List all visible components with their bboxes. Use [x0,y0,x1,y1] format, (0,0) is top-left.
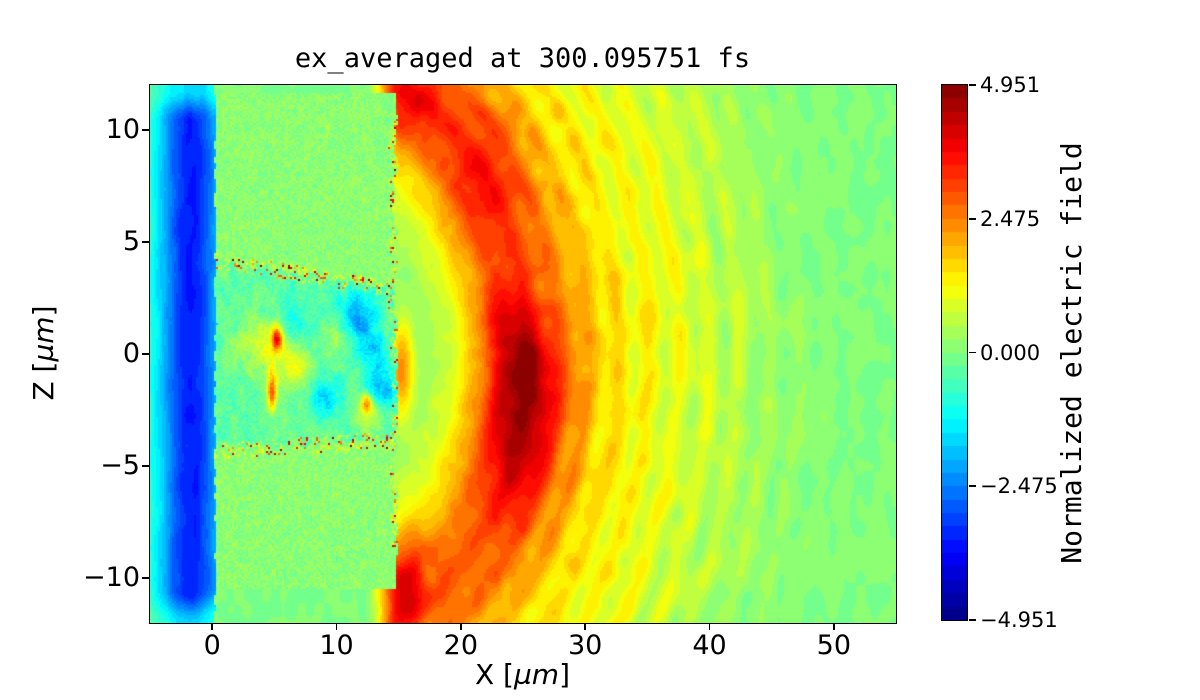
x-label-post: ] [559,658,571,691]
y-tick-label: −5 [100,450,140,482]
y-label-unit: µm [27,316,60,362]
y-axis-label: Z [µm] [27,203,60,503]
x-tick-label: 50 [816,630,851,661]
y-tick-mark [142,577,149,579]
x-tick-label: 10 [319,630,354,661]
x-label-pre: X [ [474,658,514,691]
y-tick-label: 0 [122,338,140,369]
y-tick-label: −10 [83,562,140,594]
colorbar-tick-mark [968,485,976,488]
colorbar-tick-label: −2.475 [980,474,1058,499]
colorbar-tick-mark [968,217,976,220]
x-tick-mark [708,623,711,630]
x-axis-label: X [µm] [148,660,897,690]
y-tick-mark [142,465,149,467]
x-tick-mark [833,623,835,630]
colorbar-tick-mark [968,351,976,354]
x-tick-mark [335,623,338,630]
y-tick-mark [142,241,149,243]
y-tick-label: 10 [105,113,140,145]
y-label-post: ] [27,305,60,317]
colorbar-tick-label: 0.000 [980,340,1041,365]
colorbar-tick-label: −4.951 [980,608,1058,632]
colorbar-tick-label: 2.475 [980,206,1041,231]
y-label-pre: Z [ [27,361,60,401]
x-tick-label: 40 [692,630,727,661]
colorbar-tick-mark [968,619,976,621]
x-tick-mark [211,623,213,630]
x-tick-mark [460,623,462,630]
x-tick-label: 30 [567,630,603,661]
colorbar-tick-label: 4.951 [980,73,1041,97]
x-label-unit: µm [513,658,560,691]
heatmap-canvas [148,83,897,624]
x-tick-label: 0 [203,630,221,661]
plot-title: ex_averaged at 300.095751 fs [294,43,751,74]
x-tick-mark [584,623,586,630]
y-tick-label: 5 [122,225,140,257]
x-tick-label: 20 [443,630,478,661]
y-tick-mark [142,129,149,131]
y-tick-mark [142,353,149,355]
colorbar-label: Normalized electric field [1055,142,1088,564]
colorbar [940,83,968,621]
colorbar-tick-mark [968,84,976,86]
